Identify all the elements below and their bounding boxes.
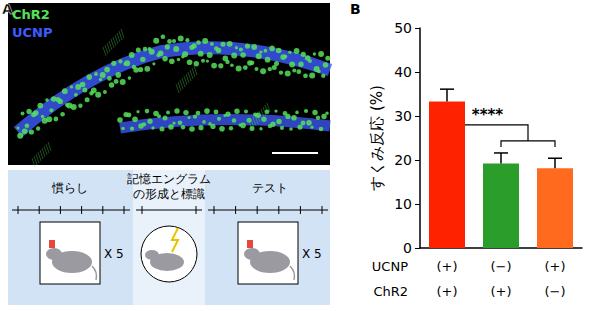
svg-text:UCNP: UCNP <box>12 25 53 40</box>
svg-text:50: 50 <box>394 20 412 36</box>
svg-text:X 5: X 5 <box>302 247 322 261</box>
svg-text:10: 10 <box>394 196 412 212</box>
svg-text:20: 20 <box>394 152 412 168</box>
svg-text:(+): (+) <box>436 259 457 274</box>
svg-text:UCNP: UCNP <box>372 259 408 274</box>
svg-text:(+): (+) <box>436 284 457 299</box>
svg-text:X 5: X 5 <box>104 247 124 261</box>
svg-text:慣らし: 慣らし <box>51 181 88 195</box>
svg-text:の形成と標識: の形成と標識 <box>133 187 205 201</box>
svg-text:40: 40 <box>394 64 412 80</box>
svg-text:記憶エングラム: 記憶エングラム <box>127 172 211 186</box>
svg-text:すくみ反応 (%): すくみ反応 (%) <box>368 85 386 191</box>
svg-text:(+): (+) <box>544 259 565 274</box>
svg-text:テスト: テスト <box>252 181 288 195</box>
svg-text:30: 30 <box>394 108 412 124</box>
svg-text:(+): (+) <box>490 284 511 299</box>
svg-text:ChR2: ChR2 <box>12 7 50 22</box>
svg-text:0: 0 <box>403 240 412 256</box>
svg-text:B: B <box>350 1 361 17</box>
svg-text:(−): (−) <box>544 284 565 299</box>
svg-text:ChR2: ChR2 <box>373 284 408 299</box>
svg-text:(−): (−) <box>490 259 511 274</box>
svg-text:****: **** <box>472 106 504 124</box>
svg-text:A: A <box>2 1 13 17</box>
